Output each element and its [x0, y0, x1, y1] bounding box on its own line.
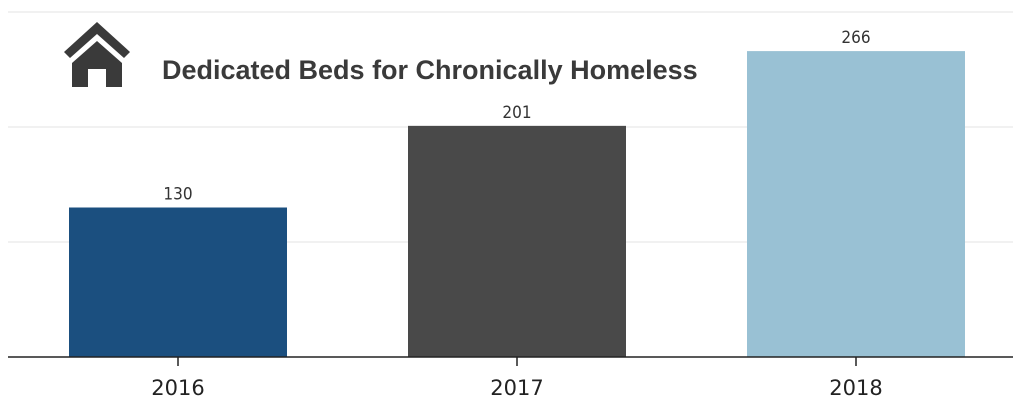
value-label-2018: 266: [841, 28, 870, 48]
x-tick-label-2017: 2017: [490, 376, 543, 400]
house-icon: [64, 22, 130, 87]
bar-2017: [408, 125, 626, 357]
x-axis-ticks: 2016 2017 2018: [151, 357, 883, 400]
value-label-2017: 201: [502, 103, 531, 123]
value-labels: 130 201 266: [163, 28, 870, 204]
x-tick-label-2016: 2016: [151, 376, 204, 400]
x-tick-label-2018: 2018: [829, 376, 882, 400]
bar-2018: [747, 51, 965, 357]
bar-2016: [69, 207, 287, 357]
value-label-2016: 130: [163, 185, 192, 205]
bars: [69, 51, 965, 357]
chart-title: Dedicated Beds for Chronically Homeless: [64, 22, 698, 87]
chart-title-text: Dedicated Beds for Chronically Homeless: [162, 55, 698, 85]
